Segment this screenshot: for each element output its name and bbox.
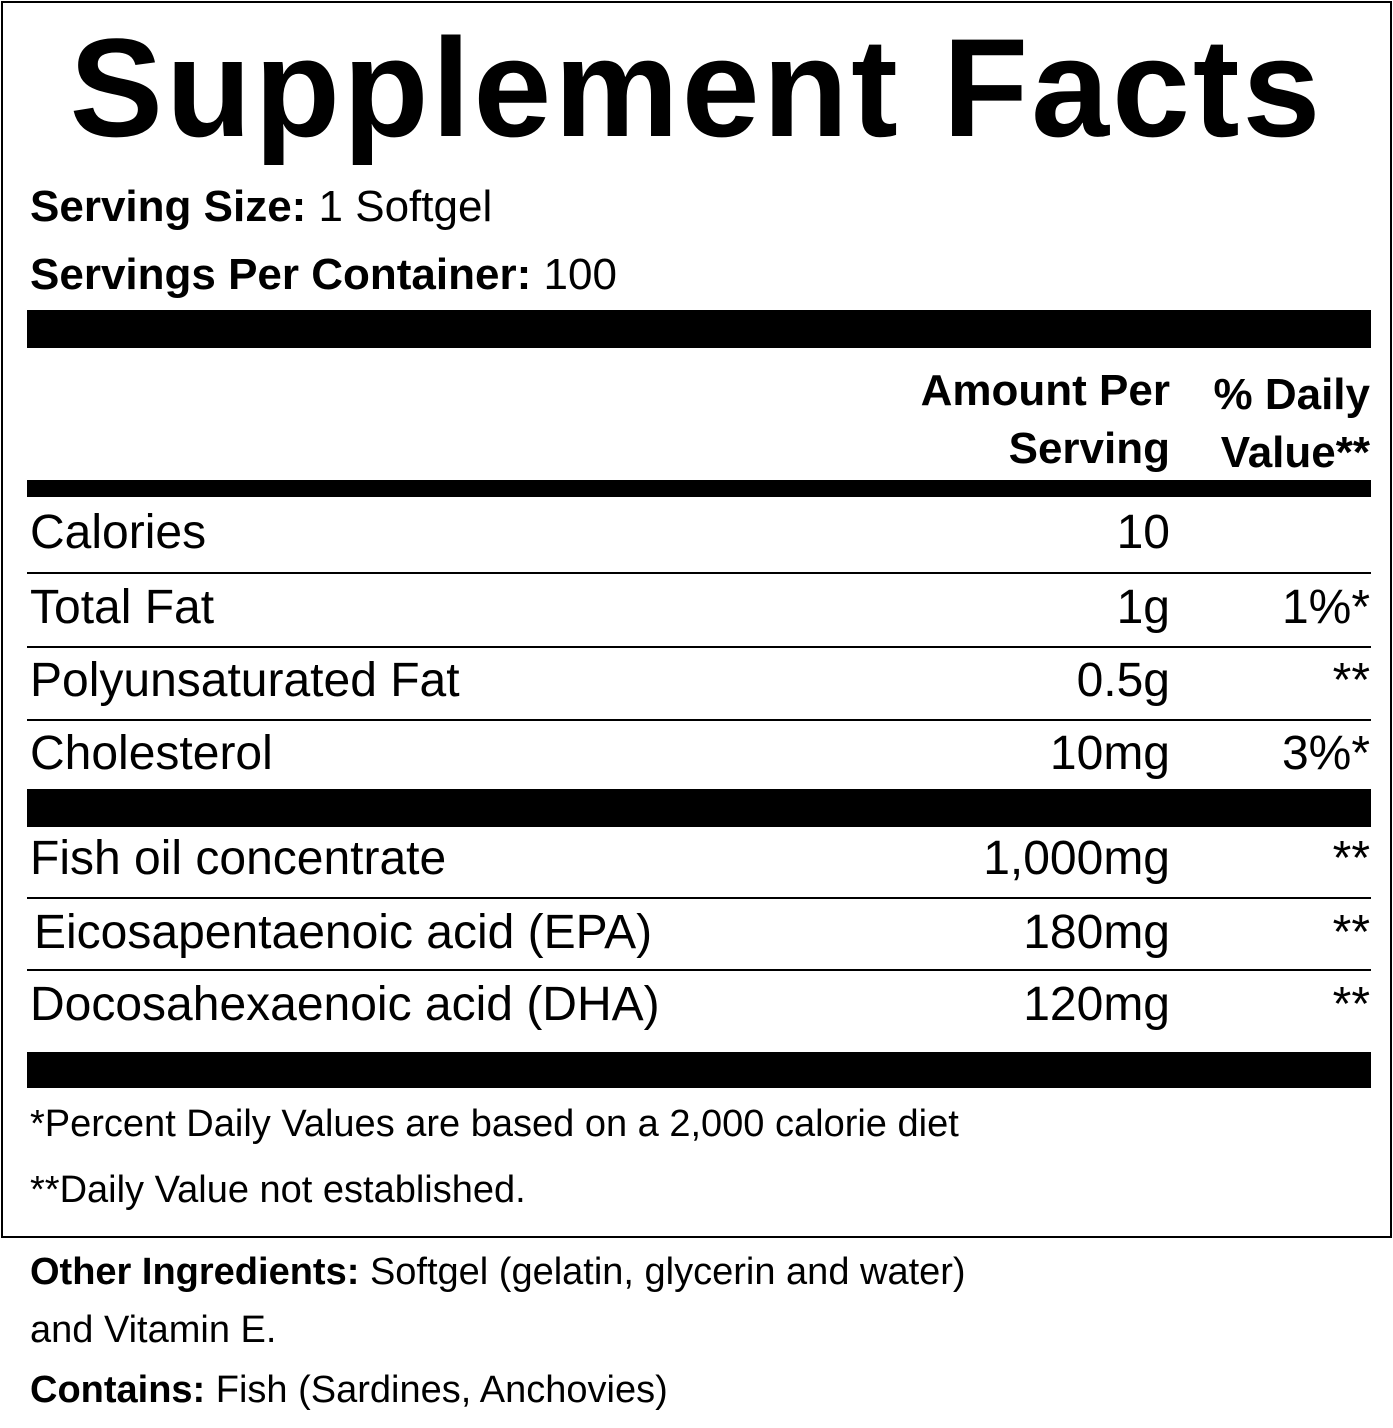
divider [27, 719, 1371, 721]
nutrient-dv: ** [1332, 654, 1370, 707]
contains: Contains: Fish (Sardines, Anchovies) [30, 1368, 668, 1412]
divider-thick [27, 1052, 1371, 1088]
amount-header-line2: Serving [1008, 424, 1170, 473]
serving-size-value: 1 Softgel [318, 182, 493, 231]
dv-header: % Daily Value** [1213, 366, 1370, 482]
nutrient-amount: 180mg [1023, 906, 1170, 959]
amount-header: Amount Per Serving [921, 362, 1170, 478]
divider-thick [27, 480, 1371, 497]
footnote: *Percent Daily Values are based on a 2,0… [30, 1103, 959, 1145]
serving-size: Serving Size: 1 Softgel [30, 182, 492, 232]
divider [27, 969, 1371, 971]
servings-value: 100 [543, 250, 617, 299]
nutrient-dv: 3%* [1281, 727, 1370, 780]
nutrient-name: Polyunsaturated Fat [30, 654, 460, 707]
nutrient-row: Docosahexaenoic acid (DHA) 120mg ** [30, 977, 1370, 1033]
amount-header-line1: Amount Per [920, 366, 1170, 415]
nutrient-row: Polyunsaturated Fat 0.5g ** [30, 653, 1370, 709]
contains-label: Contains: [30, 1369, 206, 1411]
supplement-facts-panel [1, 1, 1392, 1238]
nutrient-name: Eicosapentaenoic acid (EPA) [34, 906, 653, 959]
nutrient-row: Calories 10 [30, 505, 1370, 561]
nutrient-amount: 1g [1116, 581, 1170, 634]
nutrient-amount: 1,000mg [983, 832, 1170, 885]
nutrient-amount: 0.5g [1076, 654, 1170, 707]
nutrient-dv: ** [1332, 978, 1370, 1031]
other-ingredients-label: Other Ingredients: [30, 1251, 360, 1293]
other-ingredients-line2: and Vitamin E. [30, 1309, 277, 1351]
nutrient-dv: ** [1332, 832, 1370, 885]
divider-thick [27, 310, 1371, 348]
nutrient-row: Fish oil concentrate 1,000mg ** [30, 831, 1370, 887]
divider-thick [27, 789, 1371, 827]
other-ingredients: Other Ingredients: Softgel (gelatin, gly… [30, 1250, 966, 1294]
nutrient-amount: 120mg [1023, 978, 1170, 1031]
dv-header-line1: % Daily [1213, 370, 1370, 419]
footnote: **Daily Value not established. [30, 1169, 526, 1211]
nutrient-amount: 10 [1116, 506, 1170, 559]
servings-label: Servings Per Container: [30, 250, 532, 299]
nutrient-name: Calories [30, 506, 207, 559]
divider [27, 646, 1371, 648]
panel-title: Supplement Facts [69, 9, 1324, 166]
nutrient-amount: 10mg [1049, 727, 1170, 780]
serving-size-label: Serving Size: [30, 182, 307, 231]
dv-header-line2: Value** [1220, 428, 1370, 477]
nutrient-name: Cholesterol [30, 727, 273, 780]
nutrient-row: Eicosapentaenoic acid (EPA) 180mg ** [30, 905, 1370, 961]
nutrient-row: Cholesterol 10mg 3%* [30, 726, 1370, 782]
nutrient-dv: ** [1332, 906, 1370, 959]
servings-per-container: Servings Per Container: 100 [30, 250, 617, 300]
nutrient-name: Docosahexaenoic acid (DHA) [30, 978, 660, 1031]
nutrient-name: Fish oil concentrate [30, 832, 447, 885]
divider [27, 572, 1371, 574]
nutrient-name: Total Fat [30, 581, 215, 634]
divider [27, 897, 1371, 899]
other-ingredients-text: Softgel (gelatin, glycerin and water) [369, 1251, 966, 1293]
contains-value: Fish (Sardines, Anchovies) [215, 1369, 668, 1411]
nutrient-dv: 1%* [1281, 581, 1370, 634]
nutrient-row: Total Fat 1g 1%* [30, 580, 1370, 636]
